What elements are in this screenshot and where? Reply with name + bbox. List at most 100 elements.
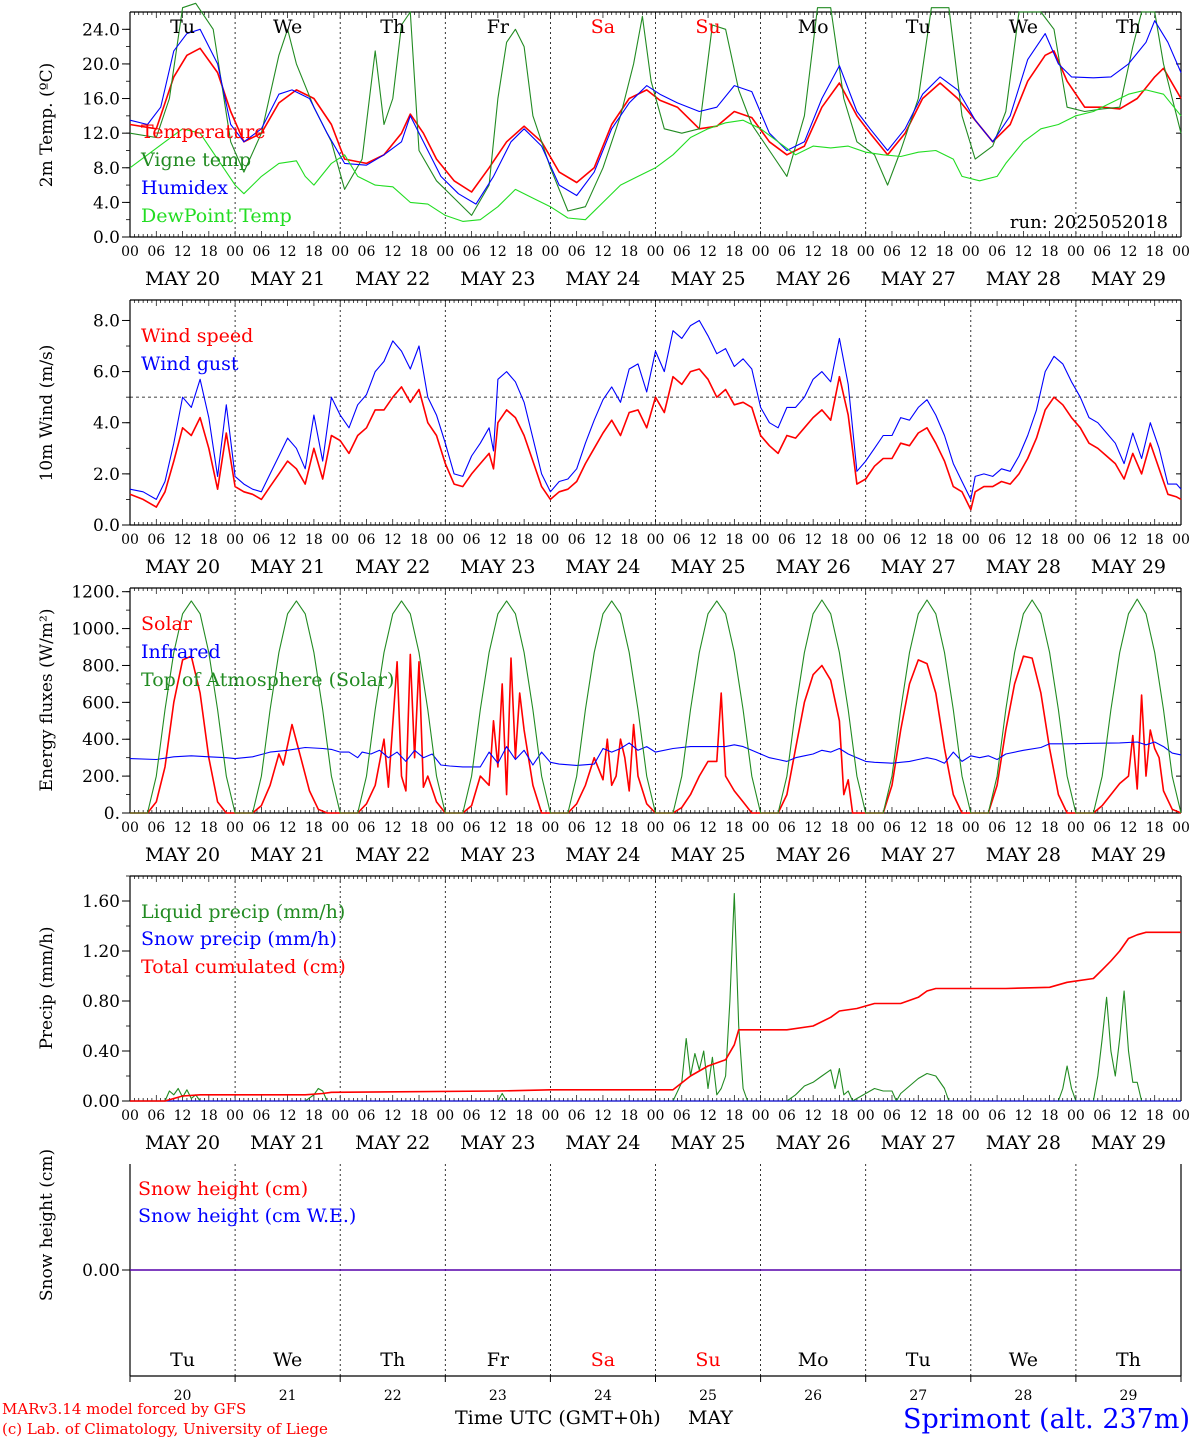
weekday-label: Fr [487,1349,510,1371]
y-tick-label: 0.40 [82,1042,120,1062]
hour-tick-label: 18 [410,1108,428,1124]
date-label: MAY 25 [670,556,745,578]
hour-tick-label: 18 [1041,820,1059,836]
hour-tick-label: 06 [252,820,270,836]
hour-tick-label: 18 [515,244,533,260]
hour-tick-label: 18 [515,1108,533,1124]
hour-tick-label: 00 [1172,1108,1190,1124]
y-tick-label: 0.00 [82,1261,120,1281]
hour-tick-label: 18 [200,244,218,260]
series-line-wind-gust [129,319,1182,500]
hour-tick-label: 06 [147,820,165,836]
date-label: MAY 26 [776,556,851,578]
y-tick-label: 1000. [71,620,120,640]
date-label: MAY 23 [460,556,535,578]
date-label: MAY 29 [1091,1132,1166,1154]
day-number-label: 25 [699,1388,717,1404]
date-label: MAY 28 [986,1132,1061,1154]
hour-tick-label: 00 [1172,532,1190,548]
hour-tick-label: 06 [358,820,376,836]
series-line-temperature [129,47,1182,193]
hour-tick-label: 12 [1120,1108,1138,1124]
y-tick-label: 600. [82,693,120,713]
hour-tick-label: 00 [541,1108,559,1124]
hour-tick-label: 12 [594,1108,612,1124]
legend-entry: Humidex [141,177,228,199]
y-axis-label: Precip (mm/h) [37,926,57,1049]
date-label: MAY 29 [1091,268,1166,290]
hour-tick-label: 00 [1067,1108,1085,1124]
chart-panel-1 [122,2,1182,238]
hour-tick-label: 12 [909,532,927,548]
hour-tick-label: 00 [647,244,665,260]
weekday-label: We [273,1349,302,1371]
hour-tick-label: 06 [883,1108,901,1124]
hour-tick-label: 12 [489,1108,507,1124]
hour-tick-label: 06 [778,532,796,548]
hour-tick-label: 18 [305,820,323,836]
hour-tick-label: 12 [1120,532,1138,548]
hour-tick-label: 18 [305,532,323,548]
series-line-total-cumulated-cm [130,931,1181,1102]
hour-tick-label: 00 [857,532,875,548]
legend-entry: Solar [141,613,193,635]
y-tick-label: 16.0 [82,90,120,110]
hour-tick-label: 18 [1146,532,1164,548]
weekday-label: Tu [170,16,195,38]
hour-tick-label: 18 [725,820,743,836]
day-number-label: 26 [804,1388,822,1404]
hour-tick-label: 00 [857,1108,875,1124]
hour-tick-label: 18 [200,820,218,836]
legend-entry: Wind gust [141,353,239,375]
hour-tick-label: 12 [699,820,717,836]
chart-panel-5 [122,1164,1182,1382]
date-label: MAY 21 [250,1132,325,1154]
hour-tick-label: 06 [988,244,1006,260]
hour-tick-label: 00 [752,820,770,836]
legend-entry: Vigne temp [140,149,251,171]
date-label: MAY 20 [145,556,220,578]
date-label: MAY 22 [355,844,430,866]
hour-tick-label: 06 [358,532,376,548]
hour-tick-label: 00 [226,244,244,260]
date-label: MAY 22 [355,556,430,578]
hour-tick-label: 18 [936,820,954,836]
hour-tick-label: 06 [252,1108,270,1124]
hour-tick-label: 06 [463,820,481,836]
date-label: MAY 27 [881,556,956,578]
weekday-label: We [1009,16,1038,38]
hour-tick-label: 12 [489,820,507,836]
run-annotation: run: 2025052018 [1010,212,1168,233]
hour-tick-label: 18 [1146,820,1164,836]
date-label: MAY 29 [1091,556,1166,578]
legend-entry: Infrared [141,641,221,663]
hour-tick-label: 12 [909,244,927,260]
y-tick-label: 24.0 [82,20,120,40]
weekday-label: Sa [591,1349,615,1371]
hour-tick-label: 12 [174,1108,192,1124]
hour-tick-label: 06 [568,532,586,548]
hour-tick-label: 00 [752,1108,770,1124]
weekday-label: Th [1116,16,1141,38]
hour-tick-label: 12 [174,532,192,548]
date-label: MAY 25 [670,1132,745,1154]
date-label: MAY 27 [881,844,956,866]
day-number-label: 21 [279,1388,297,1404]
hour-tick-label: 18 [305,1108,323,1124]
weekday-label: Su [695,16,720,38]
hour-tick-label: 18 [305,244,323,260]
date-label: MAY 21 [250,268,325,290]
series-line-infrared [129,741,1182,768]
series-line-dewpoint-temp [129,89,1182,222]
weekday-label: Tu [906,1349,931,1371]
hour-tick-label: 18 [410,244,428,260]
day-number-label: 27 [909,1388,927,1404]
hour-tick-label: 18 [831,1108,849,1124]
hour-tick-label: 00 [647,820,665,836]
weekday-label: Th [380,16,405,38]
series-line-wind-speed [129,368,1182,511]
weekday-label: Tu [906,16,931,38]
hour-tick-label: 06 [988,1108,1006,1124]
hour-tick-label: 00 [541,820,559,836]
